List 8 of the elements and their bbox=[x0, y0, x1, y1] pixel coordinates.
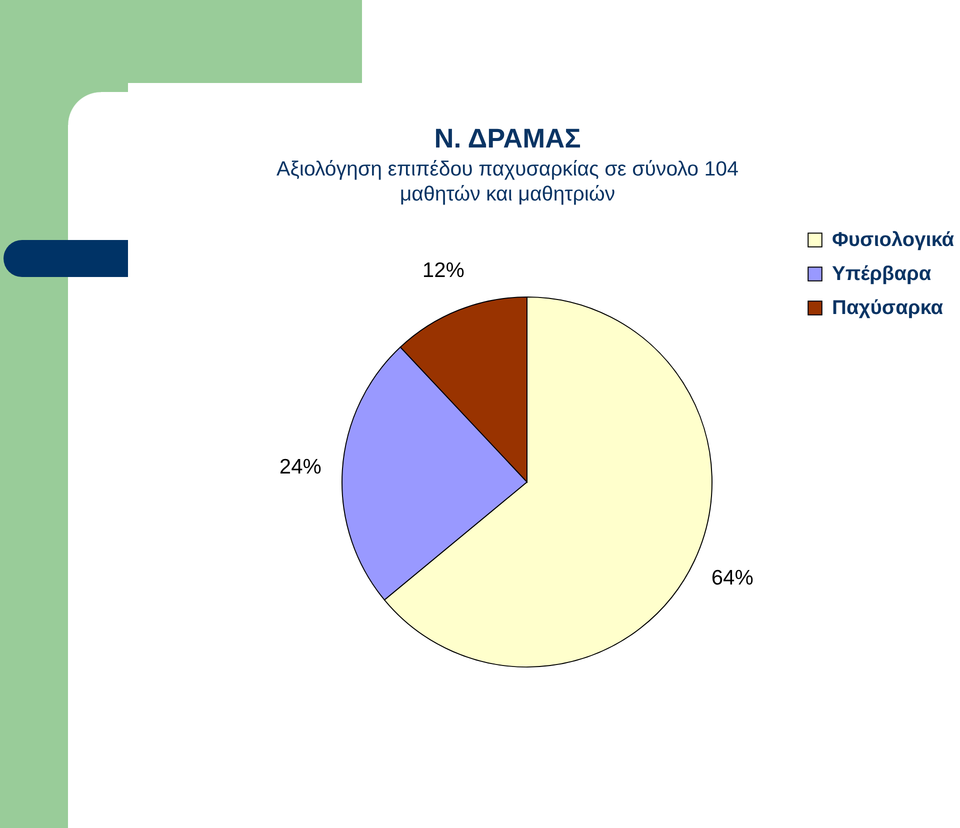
legend-label: Φυσιολογικά bbox=[832, 229, 955, 251]
data-label: 24% bbox=[279, 456, 322, 479]
chart-title: Ν. ΔΡΑΜΑΣ bbox=[434, 124, 581, 154]
legend-label: Παχύσαρκα bbox=[832, 297, 944, 319]
data-label: 64% bbox=[711, 566, 754, 590]
legend-label: Υπέρβαρα bbox=[832, 263, 932, 285]
chart-subtitle: Αξιολόγηση επιπέδου παχυσαρκίας σε σύνολο 104 μαθητών και μαθητριών bbox=[276, 158, 738, 206]
data-label: 12% bbox=[422, 258, 464, 282]
